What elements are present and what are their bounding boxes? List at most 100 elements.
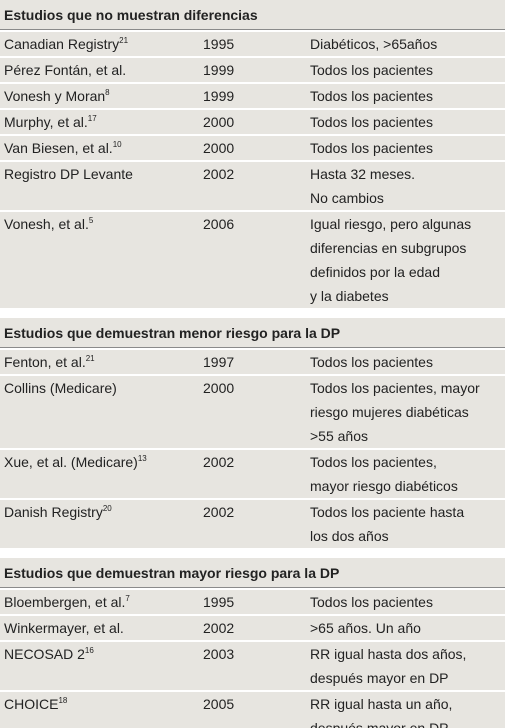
study-cell: Van Biesen, et al.10 xyxy=(0,136,203,160)
result-line: No cambios xyxy=(310,190,384,206)
year-cell: 2000 xyxy=(203,140,235,156)
result-line: Hasta 32 meses. xyxy=(310,166,416,182)
table-row: Registro DP Levante 2002 Hasta 32 meses. No… xyxy=(0,160,505,210)
year-cell: 1999 xyxy=(203,62,235,78)
table-row: Canadian Registry21 1995 Diabéticos, >65añ… xyxy=(0,30,505,56)
study-name: Registro DP Levante xyxy=(4,166,133,182)
study-name: Canadian Registry xyxy=(4,36,120,52)
study-cell: CHOICE18 xyxy=(0,692,203,728)
result-line: Todos los pacientes xyxy=(310,62,433,78)
result-line: y la diabetes xyxy=(310,288,389,304)
table-row: NECOSAD 216 2003 RR igual hasta dos años, d… xyxy=(0,640,505,690)
result-cell: Todos los pacientes xyxy=(310,590,505,614)
year-cell: 2006 xyxy=(203,216,235,232)
section-title: Estudios que no muestran diferencias xyxy=(0,0,505,30)
reference: 10 xyxy=(112,140,122,149)
study-name: Danish Registry xyxy=(4,504,103,520)
table-section: Estudios que demuestran mayor riesgo par… xyxy=(0,558,505,728)
table-row: CHOICE18 2005 RR igual hasta un año, despué… xyxy=(0,690,505,728)
study-name: Pérez Fontán, et al. xyxy=(4,62,127,78)
result-line: Todos los pacientes, xyxy=(310,454,437,470)
reference: 13 xyxy=(137,454,147,463)
year-cell: 2002 xyxy=(203,454,235,470)
result-cell: Todos los paciente hasta los dos años xyxy=(310,500,505,548)
study-cell: Registro DP Levante xyxy=(0,162,203,210)
table-row: Pérez Fontán, et al. 1999 Todos los pacien… xyxy=(0,56,505,82)
result-line: diferencias en subgrupos xyxy=(310,240,467,256)
study-cell: NECOSAD 216 xyxy=(0,642,203,690)
study-cell: Collins (Medicare) xyxy=(0,376,203,448)
table-section: Estudios que no muestran diferencias Cana… xyxy=(0,0,505,308)
year-cell: 2002 xyxy=(203,504,235,520)
study-name: Bloembergen, et al. xyxy=(4,594,126,610)
result-cell: Todos los pacientes xyxy=(310,58,505,82)
year-cell: 2002 xyxy=(203,166,235,182)
reference: 21 xyxy=(119,36,129,45)
result-line: después mayor en DP xyxy=(310,720,449,728)
table-row: Xue, et al. (Medicare)13 2002 Todos los pa… xyxy=(0,448,505,498)
result-line: Diabéticos, >65años xyxy=(310,36,438,52)
reference: 8 xyxy=(105,88,110,97)
reference: 7 xyxy=(125,594,130,603)
table-row: Danish Registry20 2002 Todos los paciente … xyxy=(0,498,505,548)
year-cell: 1999 xyxy=(203,88,235,104)
study-name: NECOSAD 2 xyxy=(4,646,85,662)
study-name: Fenton, et al. xyxy=(4,354,86,370)
table-row: Collins (Medicare) 2000 Todos los paciente… xyxy=(0,374,505,448)
reference: 5 xyxy=(88,216,94,225)
result-cell: >65 años. Un año xyxy=(310,616,505,640)
table-row: Fenton, et al.21 1997 Todos los pacientes xyxy=(0,348,505,374)
study-cell: Vonesh y Moran8 xyxy=(0,84,203,108)
reference: 18 xyxy=(58,696,68,705)
table-row: Bloembergen, et al.7 1995 Todos los pacien… xyxy=(0,588,505,614)
study-cell: Xue, et al. (Medicare)13 xyxy=(0,450,203,498)
year-cell: 2005 xyxy=(203,696,235,712)
table-row: Vonesh, et al.5 2006 Igual riesgo, pero al… xyxy=(0,210,505,308)
result-line: >65 años. Un año xyxy=(310,620,421,636)
result-line: mayor riesgo diabéticos xyxy=(310,478,458,494)
study-cell: Vonesh, et al.5 xyxy=(0,212,203,308)
result-cell: RR igual hasta dos años, después mayor en… xyxy=(310,642,505,690)
result-cell: Diabéticos, >65años xyxy=(310,32,505,56)
result-cell: RR igual hasta un año, después mayor en D… xyxy=(310,692,505,728)
result-line: después mayor en DP xyxy=(310,670,449,686)
study-cell: Murphy, et al.17 xyxy=(0,110,203,134)
result-line: riesgo mujeres diabéticas xyxy=(310,404,469,420)
result-cell: Todos los pacientes, mayor riesgo diabéti… xyxy=(310,450,505,498)
year-cell: 1997 xyxy=(203,354,235,370)
reference: 17 xyxy=(87,114,97,123)
study-cell: Fenton, et al.21 xyxy=(0,350,203,374)
year-cell: 2002 xyxy=(203,620,235,636)
study-cell: Bloembergen, et al.7 xyxy=(0,590,203,614)
year-cell: 1995 xyxy=(203,594,235,610)
table-row: Murphy, et al.17 2000 Todos los pacientes xyxy=(0,108,505,134)
result-line: Todos los pacientes, mayor xyxy=(310,380,480,396)
section-title: Estudios que demuestran mayor riesgo par… xyxy=(0,558,505,588)
result-cell: Todos los pacientes xyxy=(310,350,505,374)
study-name: Van Biesen, et al. xyxy=(4,140,113,156)
result-line: RR igual hasta un año, xyxy=(310,696,453,712)
result-cell: Todos los pacientes, mayor riesgo mujeres… xyxy=(310,376,505,448)
study-name: CHOICE xyxy=(4,696,59,712)
reference: 16 xyxy=(84,646,94,655)
study-cell: Danish Registry20 xyxy=(0,500,203,548)
study-name: Vonesh y Moran xyxy=(4,88,106,104)
study-name: Xue, et al. (Medicare) xyxy=(4,454,138,470)
table-section: Estudios que demuestran menor riesgo par… xyxy=(0,318,505,548)
result-cell: Todos los pacientes xyxy=(310,136,505,160)
table-row: Vonesh y Moran8 1999 Todos los pacientes xyxy=(0,82,505,108)
result-line: Todos los pacientes xyxy=(310,114,433,130)
reference: 21 xyxy=(85,354,95,363)
result-line: Igual riesgo, pero algunas xyxy=(310,216,472,232)
result-line: definidos por la edad xyxy=(310,264,440,280)
result-line: Todos los pacientes xyxy=(310,88,433,104)
result-line: los dos años xyxy=(310,528,389,544)
study-name: Murphy, et al. xyxy=(4,114,88,130)
year-cell: 2000 xyxy=(203,114,235,130)
study-cell: Pérez Fontán, et al. xyxy=(0,58,203,82)
study-cell: Winkermayer, et al. xyxy=(0,616,203,640)
study-cell: Canadian Registry21 xyxy=(0,32,203,56)
result-cell: Hasta 32 meses. No cambios xyxy=(310,162,505,210)
result-line: Todos los paciente hasta xyxy=(310,504,465,520)
